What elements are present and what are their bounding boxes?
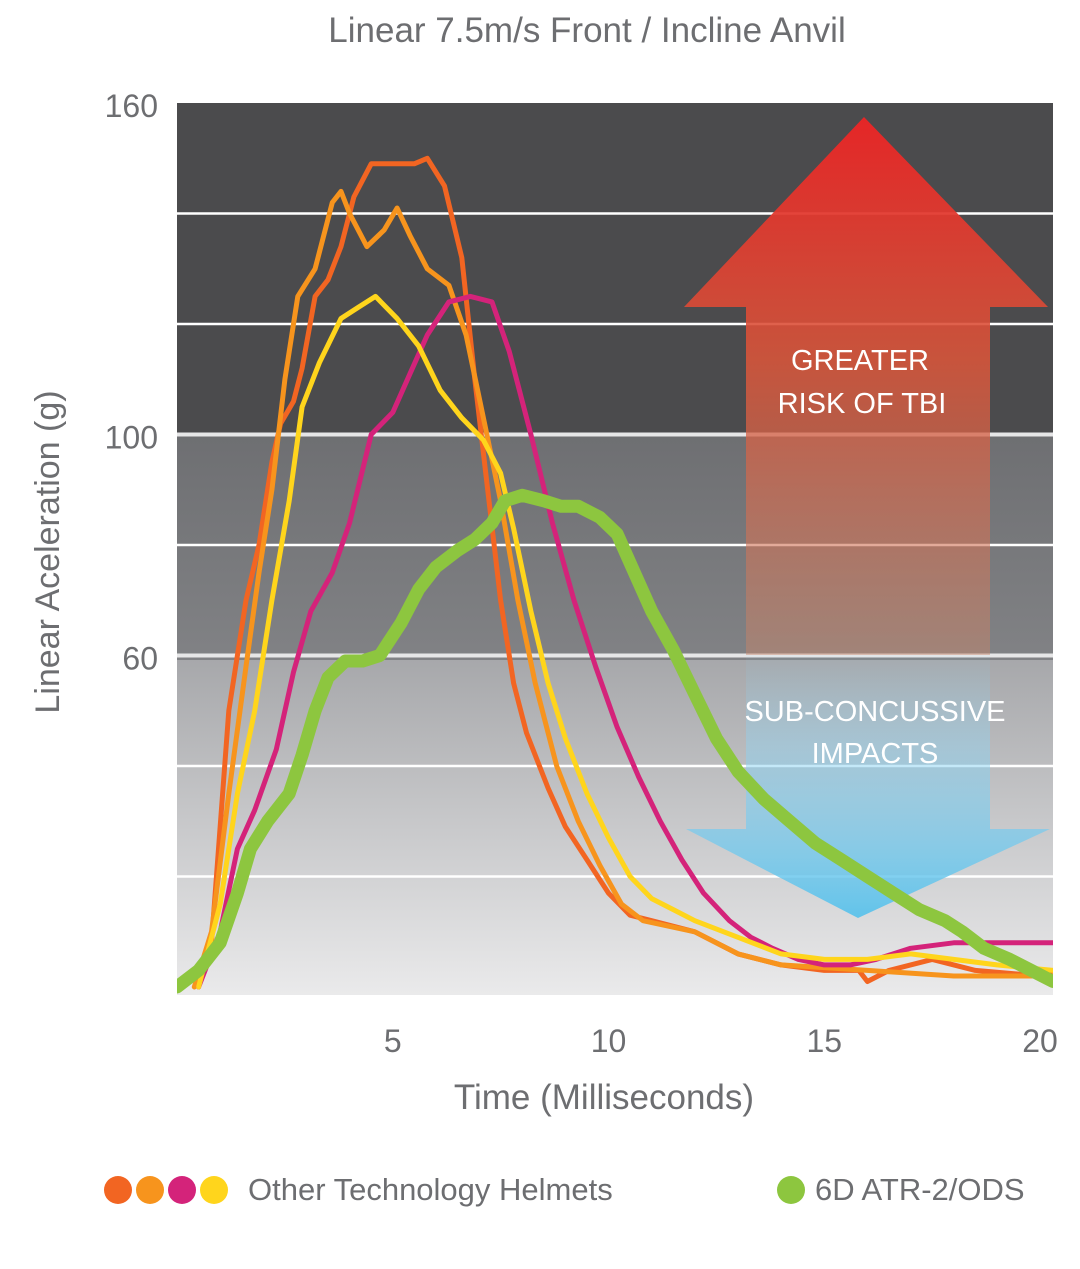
legend-dot-orange <box>136 1176 164 1204</box>
series-line-2 <box>191 188 1053 990</box>
x-tick-label: 5 <box>384 1023 402 1059</box>
x-axis-label: Time (Milliseconds) <box>454 1078 754 1117</box>
x-tick-label: 10 <box>591 1023 627 1059</box>
y-tick-label: 100 <box>105 420 158 456</box>
legend-label-other: Other Technology Helmets <box>248 1172 613 1207</box>
series-layer <box>177 155 1053 994</box>
axis-ticks: 5 10 15 20 160 100 60 <box>105 88 1058 1059</box>
sub-concussive-label: SUB-CONCUSSIVE <box>744 696 1005 728</box>
risk-arrows: GREATER RISK OF TBI SUB-CONCUSSIVE IMPAC… <box>684 117 1050 918</box>
legend-dot-yellow <box>200 1176 228 1204</box>
x-tick-label: 20 <box>1022 1023 1058 1059</box>
greater-risk-arrow <box>684 117 1048 655</box>
sub-concussive-label-2: IMPACTS <box>812 738 939 770</box>
x-tick-label: 15 <box>806 1023 842 1059</box>
legend-dot-magenta <box>168 1176 196 1204</box>
legend-other: Other Technology Helmets <box>104 1170 613 1210</box>
y-tick-label: 60 <box>122 641 158 677</box>
greater-risk-label-2: RISK OF TBI <box>778 388 947 420</box>
sub-concussive-arrow <box>686 655 1050 918</box>
legend-dot-orange-red <box>104 1176 132 1204</box>
greater-risk-label: GREATER <box>791 345 929 377</box>
y-tick-label: 160 <box>105 88 158 124</box>
series-line-4 <box>196 293 1053 990</box>
chart-title: Linear 7.5m/s Front / Incline Anvil <box>328 11 845 50</box>
series-line-5 <box>177 488 1053 994</box>
y-axis-label: Linear Aceleration (g) <box>29 390 67 713</box>
series-line-3 <box>196 293 1053 990</box>
legend-dot-green <box>777 1176 805 1204</box>
legend-label-ours: 6D ATR-2/ODS <box>815 1172 1025 1207</box>
legend-ours: 6D ATR-2/ODS <box>777 1170 1025 1210</box>
